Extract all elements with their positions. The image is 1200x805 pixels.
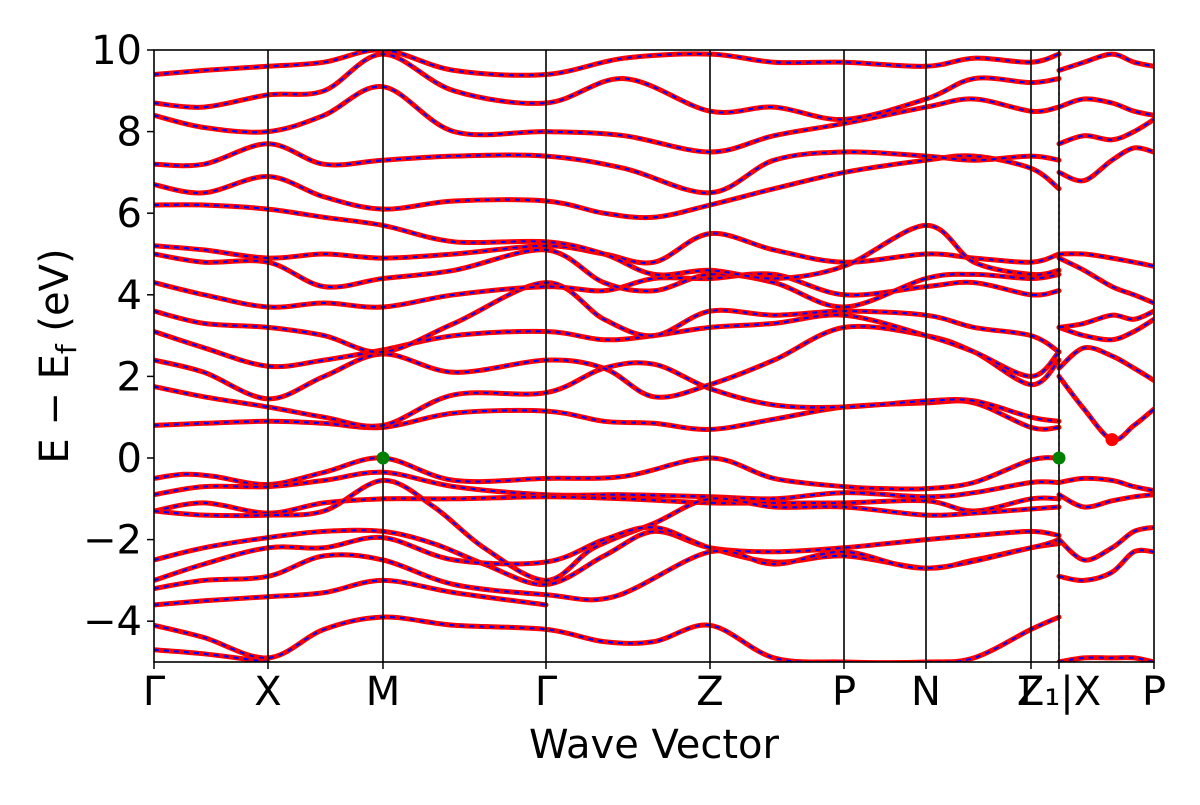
band-line-dashed-17 (154, 361, 1060, 428)
band-line-dashed-31 (1058, 146, 1154, 182)
x-tick-label-9: P (1142, 669, 1166, 715)
x-tick-label-0: Γ (143, 669, 166, 715)
x-tick-label-4: Z (696, 669, 723, 715)
y-tick-label-1: −2 (83, 518, 142, 564)
band-line-3 (1056, 492, 1154, 510)
band-line-6 (154, 527, 1062, 588)
high-symmetry-lines (267, 50, 1060, 662)
band-line-dashed-15 (154, 399, 1060, 431)
x-tick-label-7: Γ (1020, 669, 1043, 715)
band-line-dashed-27 (154, 232, 1060, 264)
band-edge-marker-0 (376, 451, 390, 465)
band-line-dashed-26 (1058, 257, 1154, 304)
band-line-dashed-14 (1058, 656, 1154, 662)
y-tick-label-7: 10 (91, 28, 142, 74)
band-line-dashed-2 (154, 471, 1060, 500)
band-line-38 (1056, 51, 1154, 73)
y-axis-label: E − Ef (eV) (32, 248, 83, 463)
y-tick-label-0: −4 (83, 599, 142, 645)
band-line-dashed-34 (154, 85, 1060, 154)
band-line-dashed-4 (154, 495, 1060, 515)
band-edge-marker-2 (1105, 433, 1119, 447)
y-tick-label-3: 2 (117, 354, 142, 400)
band-line-dashed-19 (1058, 346, 1154, 382)
x-tick-label-5: P (832, 669, 856, 715)
x-tick-label-6: N (911, 669, 941, 715)
x-tick-label-3: Γ (535, 669, 558, 715)
x-tick-label-1: X (254, 669, 281, 715)
band-line-dashed-10 (1058, 549, 1154, 582)
band-line-dashed-9 (1058, 526, 1154, 562)
plot-frame (153, 49, 1155, 663)
band-line-dashed-36 (1058, 97, 1154, 117)
x-tick-label-2: M (366, 669, 401, 715)
band-line-dashed-13 (154, 648, 269, 662)
band-line-dashed-28 (1058, 252, 1154, 268)
y-axis-label-base: E − E (32, 354, 78, 464)
y-axis-label-unit: (eV) (32, 248, 78, 344)
band-line-dashed-18 (154, 325, 1060, 400)
band-line-dashed-25 (154, 248, 1060, 309)
band-line-dashed-23 (1058, 310, 1154, 329)
band-line-dashed-20 (154, 313, 1060, 378)
y-tick-label-2: 0 (117, 436, 142, 482)
band-line-dashed-35 (154, 53, 1060, 121)
y-tick-label-5: 6 (117, 191, 142, 237)
band-line-dashed-21 (1058, 318, 1154, 341)
band-edge-markers (376, 433, 1119, 465)
y-tick-label-6: 8 (117, 110, 142, 156)
band-line-dashed-22 (154, 281, 1060, 354)
band-line-dashed-1 (1058, 477, 1154, 492)
y-tick-label-4: 4 (117, 273, 142, 319)
band-line-29 (154, 202, 1062, 282)
band-line-dashed-33 (1058, 118, 1154, 145)
band-line-dashed-11 (154, 579, 547, 606)
band-edge-marker-1 (1052, 451, 1066, 465)
band-line-dashed-24 (154, 272, 1060, 309)
y-axis-label-subscript: f (50, 343, 83, 354)
x-axis-label: Wave Vector (529, 722, 780, 768)
y-axis-ticks: −4 −2 0 2 4 6 8 10 (83, 28, 154, 645)
band-line-dashed-32 (154, 142, 1060, 194)
bands-layer (154, 50, 1154, 662)
band-line-dashed-0 (154, 456, 1060, 491)
x-axis-ticks: Γ X M Γ Z P N ΓZ₁|X P (143, 662, 1166, 715)
band-line-dashed-5 (154, 479, 1060, 582)
x-tick-label-8: Z₁|X (1017, 669, 1101, 715)
band-line-dashed-8 (154, 538, 1060, 601)
band-line-dashed-37 (154, 50, 1060, 77)
